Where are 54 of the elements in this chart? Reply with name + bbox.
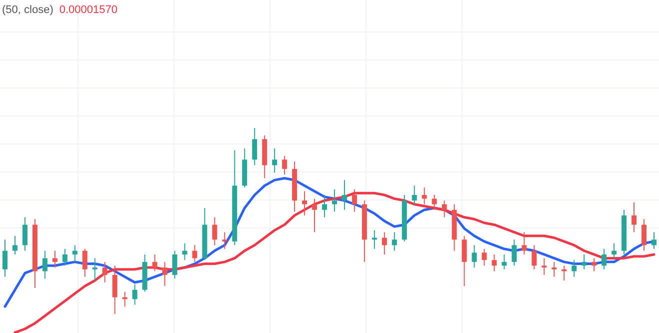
candlestick [502,254,507,270]
candlestick [62,248,68,266]
text: 0.00001570 [59,4,118,16]
candlestick [252,128,258,166]
candlestick [342,180,347,210]
candlestick [302,190,308,216]
candlestick [412,185,417,205]
candlestick [532,244,537,270]
candlestick [152,254,158,272]
candlestick [582,254,587,270]
candlestick [332,188,337,212]
candlestick [522,232,527,255]
candlestick [572,260,577,278]
candlestick [172,250,178,280]
candlestick [422,187,427,205]
candlestick [132,284,138,306]
candlestick [482,248,487,266]
candlestick [222,232,228,250]
candlestick [192,244,198,262]
candlestick [42,250,48,280]
candlestick [102,261,108,283]
candlestick [372,230,377,250]
candlestick [632,202,637,233]
candlestick [432,194,437,210]
candlestick [652,232,656,250]
candlestick [642,218,647,252]
candlestick [162,261,168,287]
candlestick [322,194,328,218]
candlestick [392,232,397,252]
candlestick [352,188,357,212]
candlestick [612,242,617,259]
candlestick [272,148,278,174]
candlestick [182,242,188,261]
candlestick [92,258,98,282]
candlestick [282,155,288,175]
candlestick [22,216,28,252]
candlestick [52,250,58,268]
candlestick [112,265,118,314]
candlestick [462,235,467,287]
candlestick [472,244,477,268]
candlestick [312,198,318,233]
candlestick [212,216,218,246]
candlestick [72,244,78,262]
candlestick [12,235,18,255]
candlestick [602,248,607,270]
text: (50, close) [2,4,54,16]
candlestick [542,258,547,276]
candlestick [382,232,387,255]
candlestick [442,200,447,218]
candlestick [512,239,517,266]
candlestick [82,248,88,278]
candlestick [2,239,8,278]
candlestick [592,258,597,272]
candlestick [552,261,557,278]
